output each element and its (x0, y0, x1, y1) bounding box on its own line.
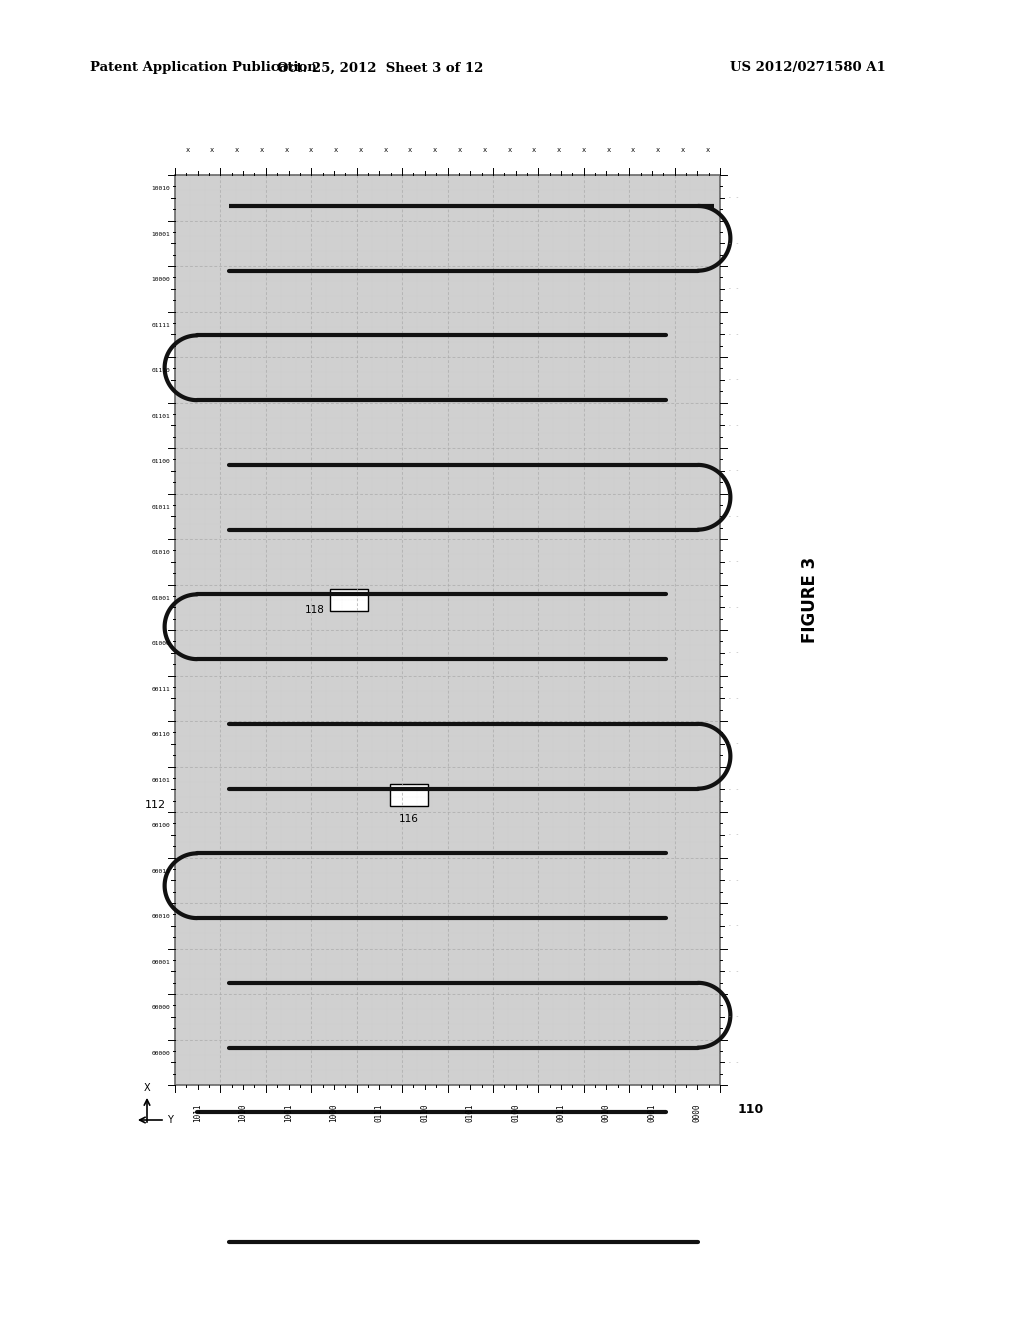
Text: - -: - - (728, 1014, 739, 1019)
Text: 0011: 0011 (556, 1104, 565, 1122)
Text: - -: - - (728, 969, 739, 974)
Text: 0010: 0010 (602, 1104, 611, 1122)
Text: 01001: 01001 (152, 595, 170, 601)
Text: 118: 118 (305, 605, 325, 615)
Text: 00011: 00011 (152, 869, 170, 874)
Text: - -: - - (728, 1060, 739, 1065)
Text: x: x (606, 147, 610, 153)
Text: x: x (334, 147, 338, 153)
Text: 116: 116 (399, 814, 419, 824)
Text: 0101: 0101 (466, 1104, 475, 1122)
Text: - -: - - (728, 878, 739, 883)
Text: 00001: 00001 (152, 960, 170, 965)
Text: x: x (234, 147, 239, 153)
Text: x: x (433, 147, 437, 153)
Text: x: x (210, 147, 214, 153)
Text: 1011: 1011 (194, 1104, 202, 1122)
Text: - -: - - (728, 422, 739, 428)
Text: x: x (706, 147, 710, 153)
Text: 01000: 01000 (152, 642, 170, 647)
Text: 01100: 01100 (152, 459, 170, 465)
Text: US 2012/0271580 A1: US 2012/0271580 A1 (730, 62, 886, 74)
Text: - -: - - (728, 240, 739, 246)
Text: 10001: 10001 (152, 231, 170, 236)
Text: 1000: 1000 (330, 1104, 339, 1122)
Text: 110: 110 (738, 1104, 764, 1115)
Text: - -: - - (728, 696, 739, 701)
Text: - -: - - (728, 560, 739, 564)
Text: 0001: 0001 (647, 1104, 656, 1122)
Text: Y: Y (167, 1115, 173, 1125)
Text: x: x (557, 147, 561, 153)
Text: - -: - - (728, 195, 739, 201)
Text: X: X (143, 1082, 151, 1093)
Text: x: x (458, 147, 462, 153)
Text: 112: 112 (145, 800, 166, 810)
Text: - -: - - (728, 787, 739, 792)
Text: x: x (309, 147, 313, 153)
Text: x: x (631, 147, 636, 153)
Text: 00010: 00010 (152, 915, 170, 919)
Text: x: x (582, 147, 586, 153)
Text: - -: - - (728, 605, 739, 610)
Text: x: x (681, 147, 685, 153)
Text: 01110: 01110 (152, 368, 170, 374)
Text: 01011: 01011 (152, 504, 170, 510)
Text: 01111: 01111 (152, 322, 170, 327)
Text: - -: - - (728, 286, 739, 292)
Text: x: x (507, 147, 512, 153)
Text: 00101: 00101 (152, 777, 170, 783)
Text: 10000: 10000 (152, 277, 170, 282)
Text: x: x (259, 147, 264, 153)
Text: 01101: 01101 (152, 413, 170, 418)
Text: 01010: 01010 (152, 550, 170, 556)
Text: 1010: 1010 (239, 1104, 248, 1122)
Text: - -: - - (728, 742, 739, 746)
Text: x: x (409, 147, 413, 153)
Text: 00110: 00110 (152, 733, 170, 737)
Text: 1001: 1001 (284, 1104, 293, 1122)
Text: - -: - - (728, 331, 739, 337)
Text: 00100: 00100 (152, 824, 170, 828)
Text: Patent Application Publication: Patent Application Publication (90, 62, 316, 74)
Text: 0110: 0110 (420, 1104, 429, 1122)
Text: 10010: 10010 (152, 186, 170, 191)
Text: 0000: 0000 (693, 1104, 701, 1122)
Text: - -: - - (728, 378, 739, 383)
Text: - -: - - (728, 832, 739, 837)
Text: x: x (185, 147, 189, 153)
Text: 0100: 0100 (511, 1104, 520, 1122)
Text: - -: - - (728, 469, 739, 474)
Text: x: x (656, 147, 660, 153)
Text: 00000: 00000 (152, 1005, 170, 1010)
Text: FIGURE 3: FIGURE 3 (801, 557, 819, 643)
Text: - -: - - (728, 513, 739, 519)
Bar (330, 589, 368, 611)
Bar (175, 176, 720, 1085)
Text: 00000: 00000 (152, 1051, 170, 1056)
Bar (390, 784, 428, 807)
Text: - -: - - (728, 923, 739, 928)
Text: x: x (383, 147, 388, 153)
Text: 0111: 0111 (375, 1104, 384, 1122)
Text: x: x (532, 147, 537, 153)
Text: Oct. 25, 2012  Sheet 3 of 12: Oct. 25, 2012 Sheet 3 of 12 (276, 62, 483, 74)
Text: - -: - - (728, 651, 739, 655)
Text: 00111: 00111 (152, 686, 170, 692)
Text: x: x (285, 147, 289, 153)
Text: x: x (482, 147, 486, 153)
Text: x: x (358, 147, 362, 153)
